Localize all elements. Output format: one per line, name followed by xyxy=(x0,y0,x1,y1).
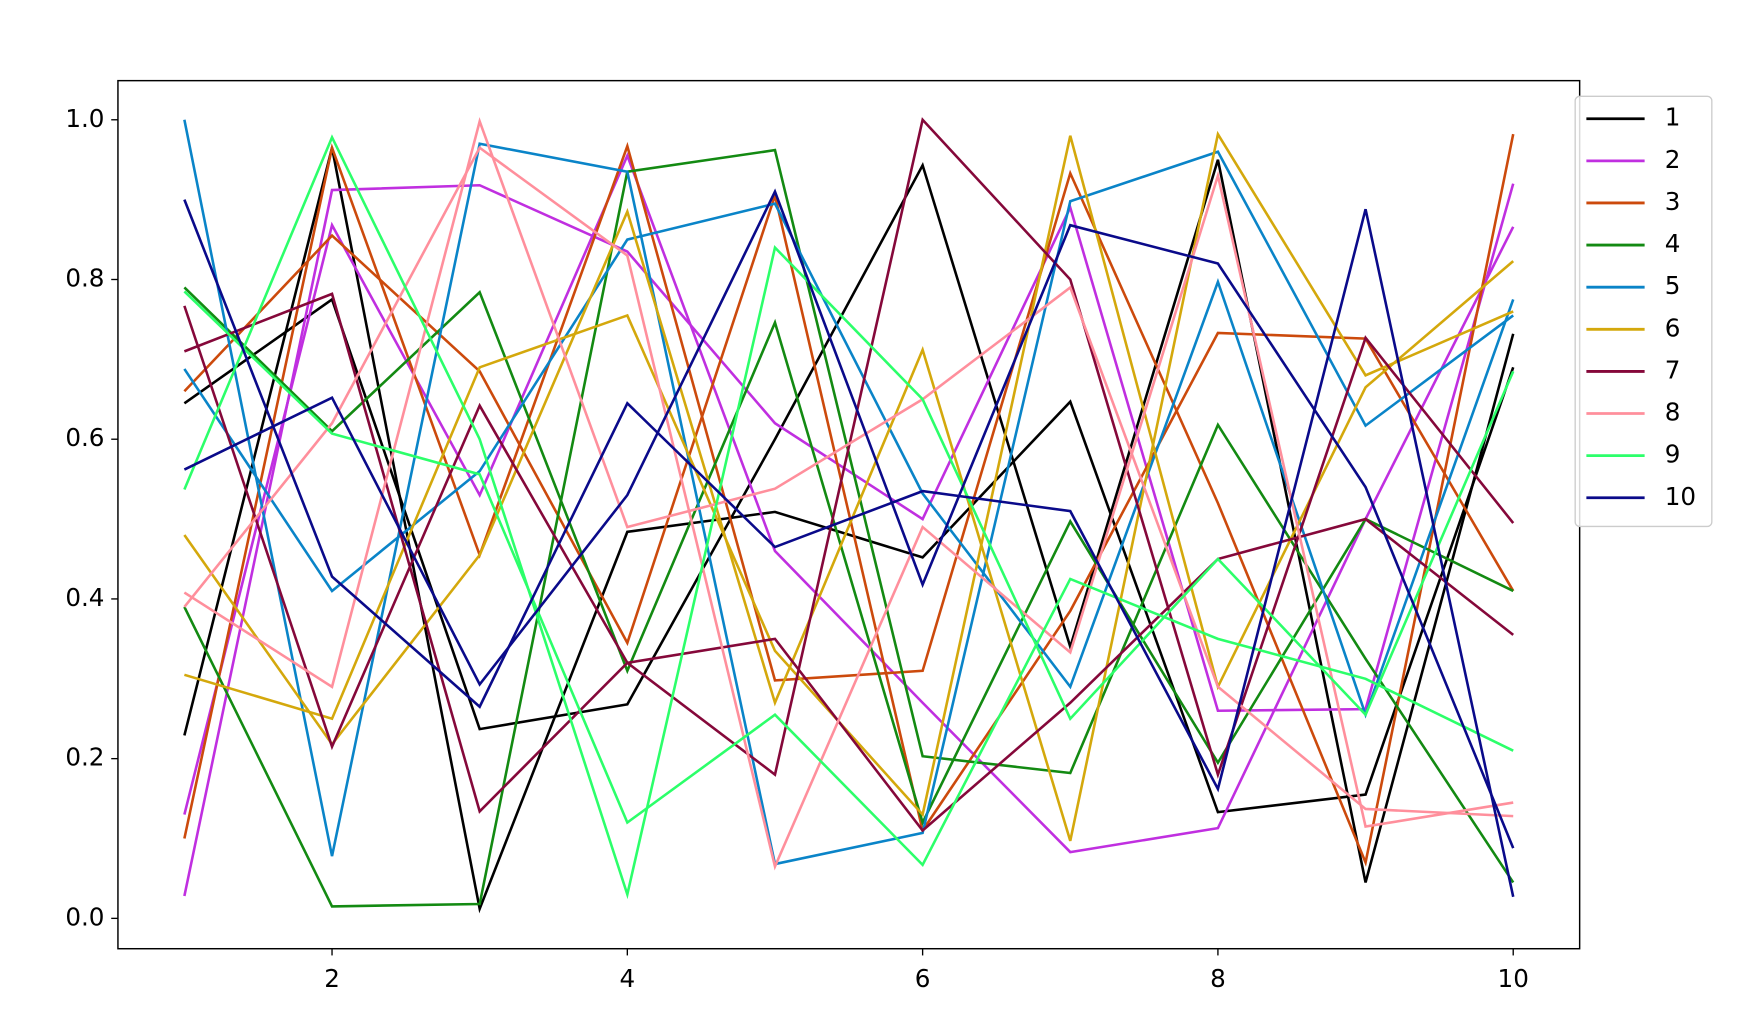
y-tick-label: 0.8 xyxy=(65,263,104,292)
y-tick-label: 0.0 xyxy=(65,902,104,931)
series-line xyxy=(183,147,1515,914)
legend-label: 10 xyxy=(1665,482,1696,511)
legend-label: 1 xyxy=(1665,103,1681,132)
series-line xyxy=(183,292,1515,833)
series-line xyxy=(183,134,1515,900)
y-tick-label: 0.4 xyxy=(65,583,104,612)
plot-area xyxy=(183,117,1515,914)
legend-label: 7 xyxy=(1665,355,1681,384)
series-line xyxy=(183,133,1515,867)
series-line xyxy=(183,286,1514,827)
series-line xyxy=(183,159,1515,883)
x-tick-label: 4 xyxy=(619,964,635,993)
series-line xyxy=(183,117,1515,779)
x-tick-label: 2 xyxy=(324,964,340,993)
series-line xyxy=(183,190,1515,834)
series-line xyxy=(183,202,1515,719)
legend-label: 2 xyxy=(1665,145,1681,174)
series-line xyxy=(183,183,1515,897)
legend-label: 3 xyxy=(1665,187,1681,216)
x-tick-label: 10 xyxy=(1498,964,1529,993)
y-tick-label: 0.6 xyxy=(65,423,104,452)
legend-label: 4 xyxy=(1665,229,1681,258)
legend-label: 8 xyxy=(1665,398,1681,427)
series-line xyxy=(183,117,1514,818)
series-line xyxy=(183,290,1514,868)
legend: 1 2 3 4 5 6 7 8 9 10 xyxy=(1574,95,1713,528)
x-tick-label: 6 xyxy=(915,964,931,993)
series-line xyxy=(183,130,1514,842)
series-line xyxy=(183,152,1515,854)
series-line xyxy=(183,148,1515,908)
series-line xyxy=(183,188,1515,849)
y-tick-label: 1.0 xyxy=(65,104,104,133)
legend-label: 6 xyxy=(1665,313,1681,342)
series-line xyxy=(183,199,1515,898)
series-line xyxy=(183,145,1514,871)
series-line xyxy=(183,119,1514,866)
legend-label: 9 xyxy=(1665,440,1681,469)
x-tick-label: 8 xyxy=(1210,964,1226,993)
y-tick-label: 0.2 xyxy=(65,743,104,772)
legend-label: 5 xyxy=(1665,271,1681,300)
